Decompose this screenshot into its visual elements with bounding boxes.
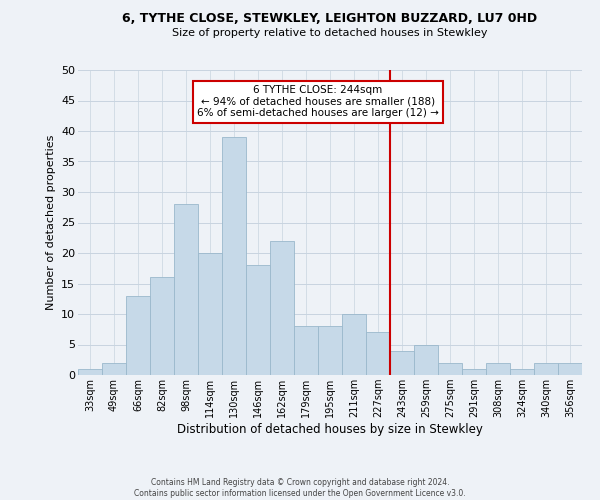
Text: 6 TYTHE CLOSE: 244sqm
← 94% of detached houses are smaller (188)
6% of semi-deta: 6 TYTHE CLOSE: 244sqm ← 94% of detached …: [197, 85, 439, 118]
Bar: [126, 296, 150, 375]
Bar: [246, 265, 270, 375]
Text: 6, TYTHE CLOSE, STEWKLEY, LEIGHTON BUZZARD, LU7 0HD: 6, TYTHE CLOSE, STEWKLEY, LEIGHTON BUZZA…: [122, 12, 538, 26]
Bar: [174, 204, 198, 375]
Bar: [78, 369, 102, 375]
Bar: [342, 314, 366, 375]
Bar: [558, 363, 582, 375]
Bar: [150, 278, 174, 375]
Bar: [270, 241, 294, 375]
Text: Contains HM Land Registry data © Crown copyright and database right 2024.
Contai: Contains HM Land Registry data © Crown c…: [134, 478, 466, 498]
Bar: [198, 253, 222, 375]
Bar: [414, 344, 438, 375]
Text: Size of property relative to detached houses in Stewkley: Size of property relative to detached ho…: [172, 28, 488, 38]
X-axis label: Distribution of detached houses by size in Stewkley: Distribution of detached houses by size …: [177, 423, 483, 436]
Bar: [222, 137, 246, 375]
Bar: [510, 369, 534, 375]
Bar: [318, 326, 342, 375]
Bar: [294, 326, 318, 375]
Bar: [390, 350, 414, 375]
Bar: [102, 363, 126, 375]
Bar: [366, 332, 390, 375]
Y-axis label: Number of detached properties: Number of detached properties: [46, 135, 56, 310]
Bar: [438, 363, 462, 375]
Bar: [534, 363, 558, 375]
Bar: [486, 363, 510, 375]
Bar: [462, 369, 486, 375]
